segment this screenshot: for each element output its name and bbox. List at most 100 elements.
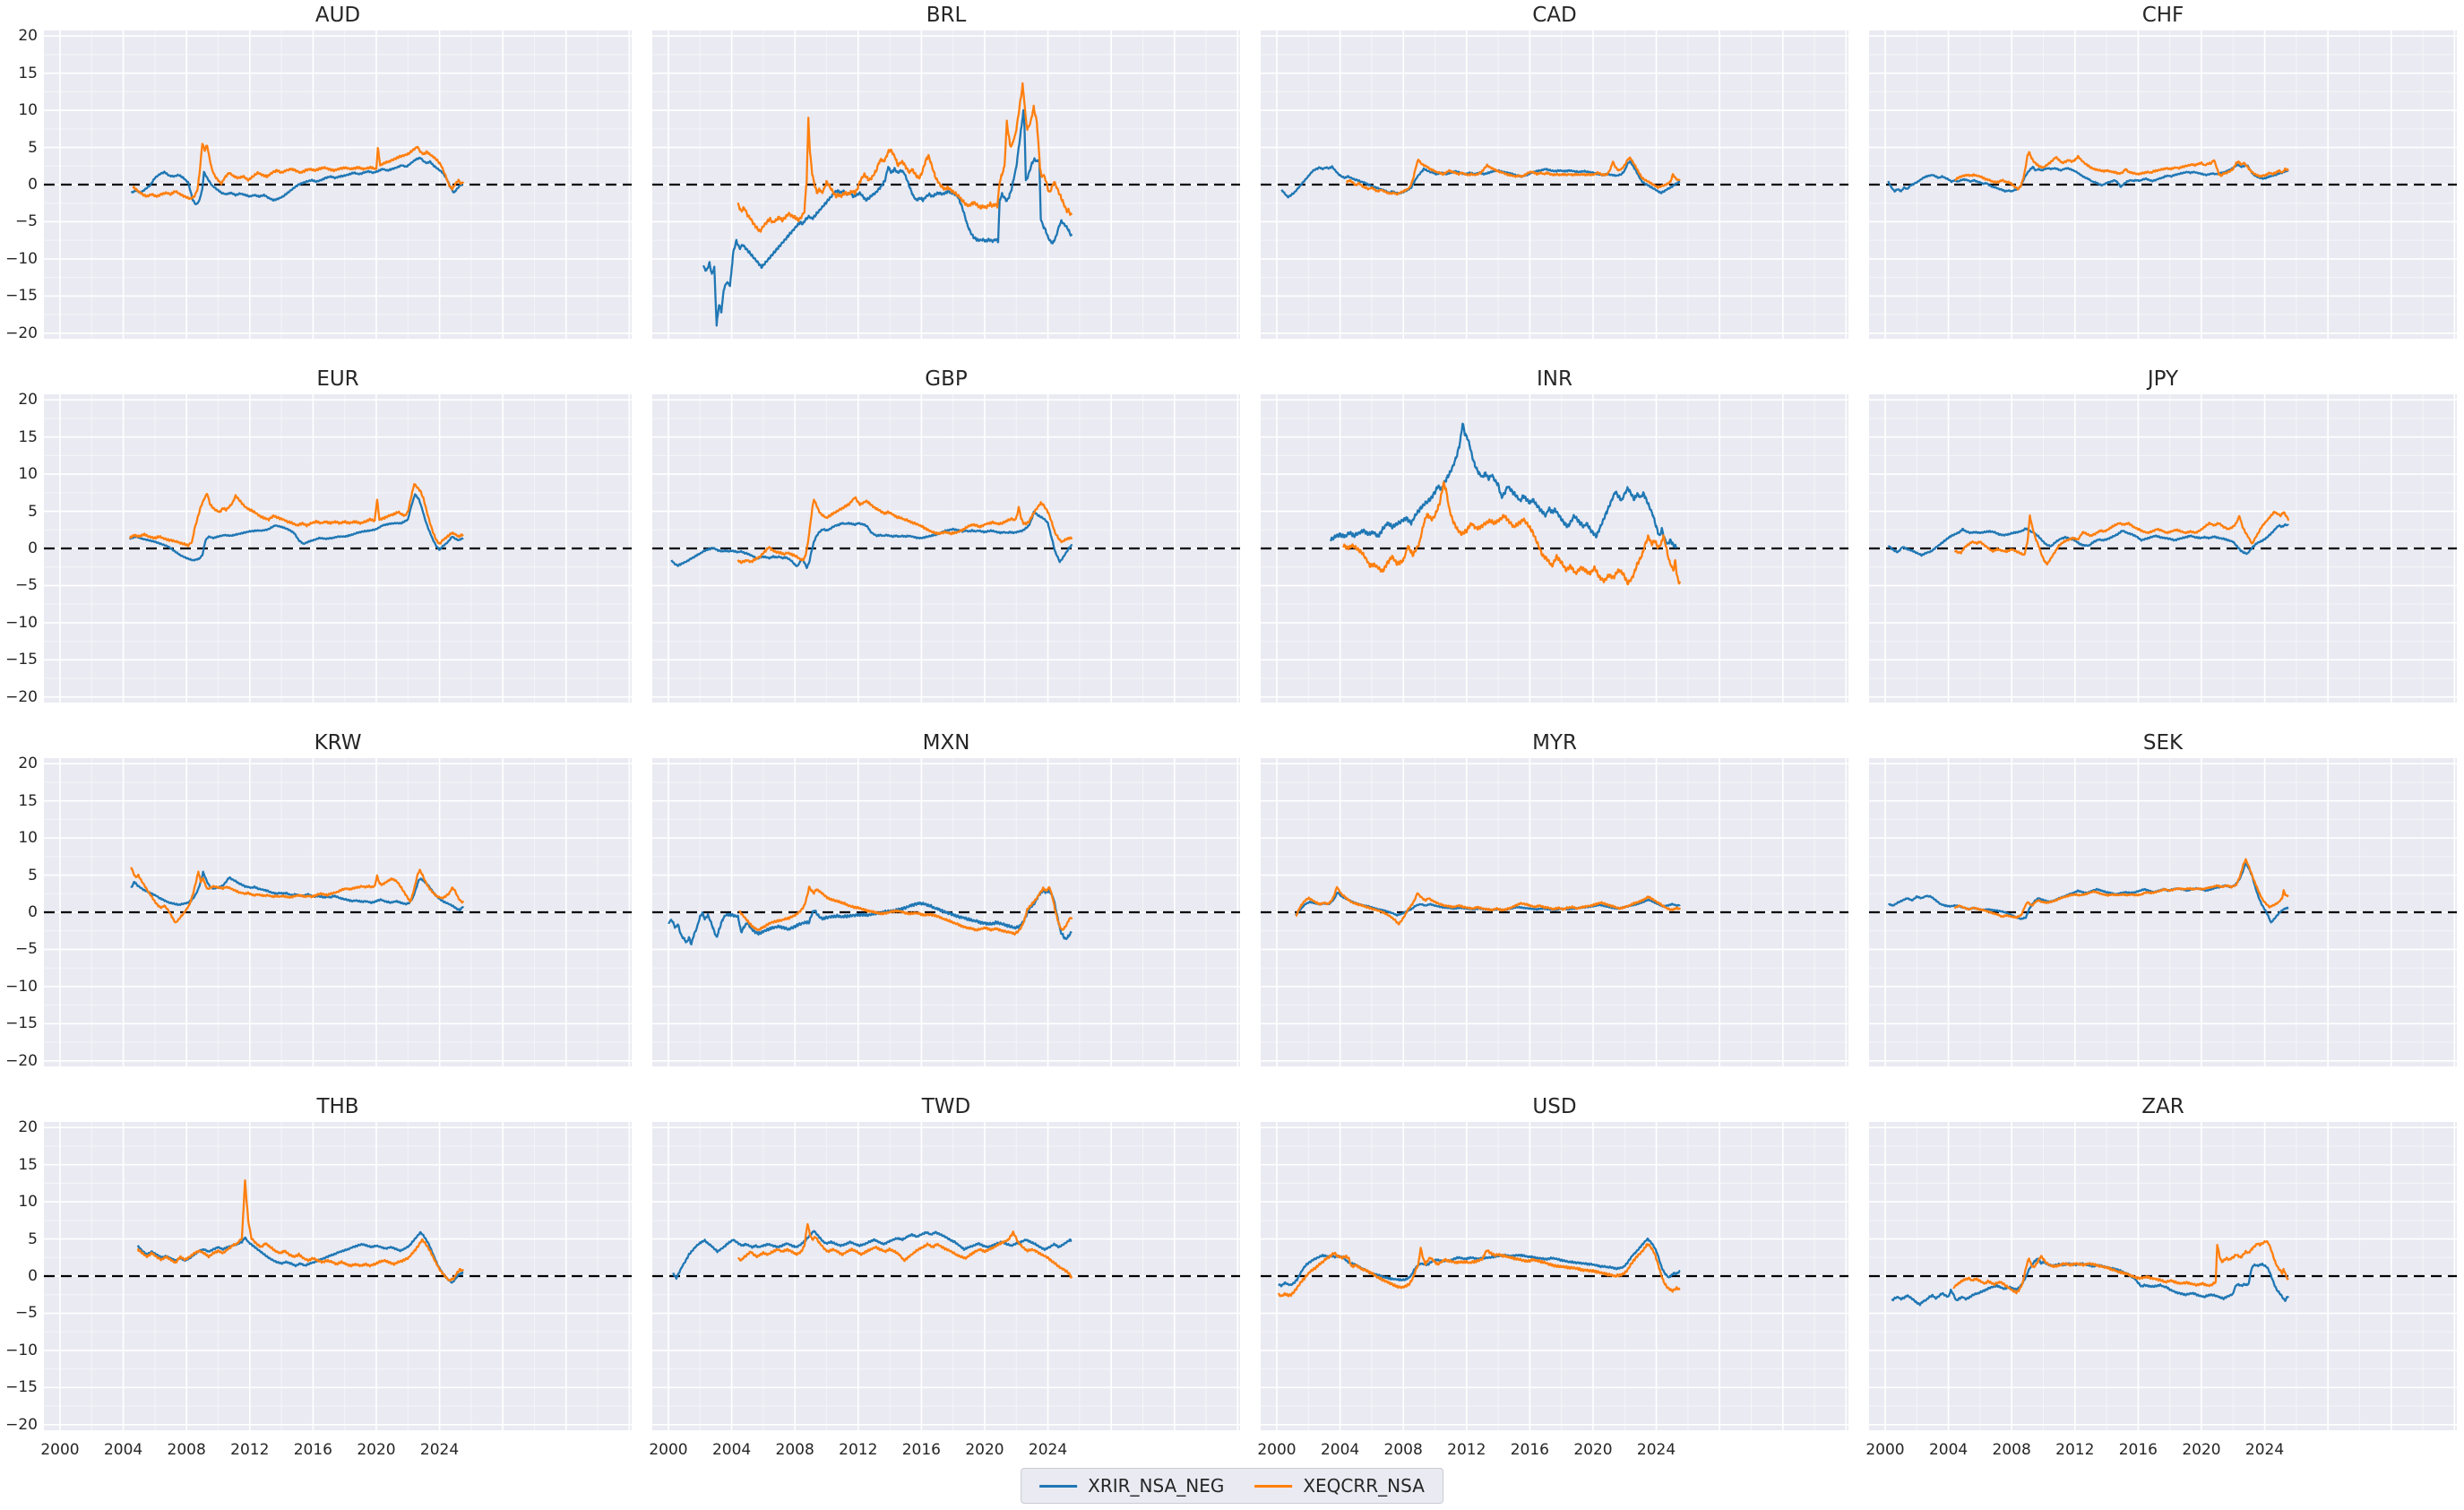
chart-title-usd: USD [1532,1095,1577,1118]
x-tick-label: 2004 [1320,1441,1360,1459]
x-tick-label: 2016 [2118,1441,2158,1459]
series-line-xeqcrr_nsa [738,885,1073,936]
chart-title-cad: CAD [1532,4,1577,27]
x-tick-label: 2008 [1992,1441,2031,1459]
x-tick-label: 2020 [1573,1441,1613,1459]
series-line-xeqcrr_nsa [130,867,465,924]
y-tick-label: −20 [5,1051,38,1070]
chart-title-inr: INR [1537,367,1572,391]
y-tick-label: −20 [5,1415,38,1434]
series-line-xeqcrr_nsa [128,483,464,548]
x-tick-label: 2008 [775,1441,814,1459]
chart-zar-canvas [1869,1122,2457,1430]
chart-thb-canvas [44,1122,632,1430]
x-tick-label: 2024 [1028,1441,1068,1459]
y-tick-label: 20 [18,391,38,410]
y-tick-label: 10 [18,1193,38,1212]
x-tick-label: 2020 [357,1441,396,1459]
chart-mxn-canvas [652,758,1240,1066]
y-tick-label: −10 [5,613,38,632]
chart-title-zar: ZAR [2141,1095,2184,1118]
series-line-xeqcrr_nsa [1952,1240,2289,1295]
y-tick-label: 15 [18,1155,38,1174]
chart-title-jpy: JPY [2147,367,2179,391]
series-line-xrir_nsa_neg [130,156,464,206]
chart-title-gbp: GBP [925,367,968,391]
legend-label: XEQCRR_NSA [1303,1475,1425,1497]
legend-item-xrir-nsa-neg: XRIR_NSA_NEG [1039,1475,1224,1497]
chart-eur-canvas [44,394,632,703]
series-line-xrir_nsa_neg [670,510,1073,570]
series-line-xrir_nsa_neg [1891,1257,2290,1307]
chart-title-sek: SEK [2142,731,2184,755]
y-tick-label: −10 [5,249,38,268]
series-line-xeqcrr_nsa [1954,151,2289,191]
chart-inr-canvas [1261,394,1848,703]
chart-title-chf: CHF [2141,4,2184,27]
x-tick-label: 2004 [711,1441,752,1459]
y-tick-label: 15 [18,64,38,82]
chart-chf-canvas [1869,30,2457,339]
y-tick-label: 0 [28,176,38,194]
y-tick-label: −5 [14,1304,38,1323]
y-tick-label: 0 [28,1267,38,1285]
legend-line-blue-icon [1039,1484,1078,1488]
chart-aud-canvas [44,30,632,339]
y-tick-label: −20 [5,324,38,342]
x-tick-label: 2008 [1383,1441,1423,1459]
series-line-xeqcrr_nsa [132,142,465,201]
chart-gbp-canvas [652,394,1240,703]
y-tick-label: 5 [28,866,38,884]
legend-item-xeqcrr-nsa: XEQCRR_NSA [1254,1475,1425,1497]
y-tick-label: 20 [18,27,38,46]
y-tick-label: 10 [18,101,38,120]
y-tick-label: 20 [18,1118,38,1137]
x-tick-label: 2024 [419,1441,460,1459]
x-tick-label: 2016 [1510,1441,1549,1459]
series-line-xeqcrr_nsa [1953,510,2290,566]
y-tick-label: −5 [14,576,38,595]
chart-myr-canvas [1261,758,1848,1066]
y-tick-label: 5 [28,1230,38,1248]
series-line-xrir_nsa_neg [1887,522,2289,557]
legend: XRIR_NSA_NEG XEQCRR_NSA [1021,1468,1443,1504]
chart-title-aud: AUD [314,4,361,27]
series-line-xrir_nsa_neg [1278,1237,1681,1288]
y-tick-label: 10 [18,829,38,848]
chart-title-mxn: MXN [922,731,970,755]
x-tick-label: 2024 [2244,1441,2285,1459]
series-line-xeqcrr_nsa [737,82,1073,233]
series-line-xeqcrr_nsa [1277,1243,1681,1298]
x-tick-label: 2004 [103,1441,143,1459]
series-line-xrir_nsa_neg [672,1230,1073,1281]
chart-title-thb: THB [316,1095,359,1118]
series-line-xeqcrr_nsa [1953,858,2289,919]
x-tick-label: 2000 [40,1441,80,1459]
y-tick-label: −10 [5,977,38,996]
series-line-xeqcrr_nsa [1342,480,1682,586]
y-tick-label: −15 [5,287,38,306]
x-tick-label: 2016 [293,1441,332,1459]
chart-title-twd: TWD [921,1095,971,1118]
x-tick-label: 2012 [839,1441,878,1459]
y-tick-label: 20 [18,755,38,773]
x-tick-label: 2008 [167,1441,206,1459]
chart-usd-canvas [1261,1122,1848,1430]
series-line-xeqcrr_nsa [1346,156,1682,196]
chart-title-brl: BRL [926,4,967,27]
x-tick-label: 2000 [1865,1441,1905,1459]
series-line-xrir_nsa_neg [702,108,1073,327]
series-line-xrir_nsa_neg [128,493,464,562]
chart-sek-canvas [1869,758,2457,1066]
chart-brl-canvas [652,30,1240,339]
x-tick-label: 2012 [1447,1441,1486,1459]
chart-cad-canvas [1261,30,1848,339]
x-tick-label: 2016 [901,1441,941,1459]
y-tick-label: 0 [28,539,38,557]
chart-krw-canvas [44,758,632,1066]
x-tick-label: 2000 [1257,1441,1297,1459]
y-tick-label: −20 [5,687,38,706]
y-tick-label: −5 [14,940,38,959]
y-tick-label: 15 [18,427,38,446]
